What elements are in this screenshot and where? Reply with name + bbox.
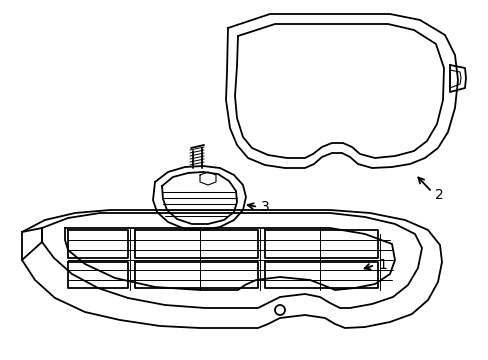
Text: 1: 1: [377, 258, 386, 272]
Text: 2: 2: [434, 188, 443, 202]
Text: 3: 3: [261, 200, 269, 214]
